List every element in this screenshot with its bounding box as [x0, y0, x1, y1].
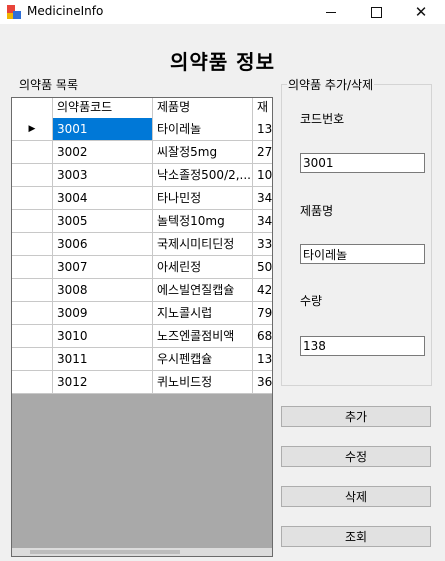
row-header[interactable]	[12, 256, 53, 278]
row-header[interactable]	[12, 302, 53, 324]
table-row[interactable]: 3009 지노콜시럽 79	[12, 302, 272, 325]
grid-header: 의약품코드 제품명 재	[12, 98, 272, 118]
cell-qty[interactable]: 138	[253, 118, 272, 140]
cell-code[interactable]: 3005	[53, 210, 153, 232]
column-header-code[interactable]: 의약품코드	[53, 98, 153, 118]
cell-qty[interactable]: 336	[253, 233, 272, 255]
cell-qty[interactable]: 68	[253, 325, 272, 347]
table-row[interactable]: 3005 놀텍정10mg 34	[12, 210, 272, 233]
minimize-button[interactable]	[308, 0, 354, 24]
row-header[interactable]	[12, 371, 53, 393]
cell-name[interactable]: 아세린정	[153, 256, 253, 278]
name-label: 제품명	[300, 204, 334, 218]
cell-name[interactable]: 지노콜시럽	[153, 302, 253, 324]
horizontal-scrollbar[interactable]	[12, 548, 272, 556]
row-header[interactable]	[12, 210, 53, 232]
cell-qty[interactable]: 103	[253, 164, 272, 186]
cell-qty[interactable]: 134	[253, 348, 272, 370]
cell-qty[interactable]: 79	[253, 302, 272, 324]
table-row[interactable]: 3006국제시미티딘정336	[12, 233, 272, 256]
cell-qty[interactable]: 42	[253, 279, 272, 301]
list-group-label: 의약품 목록	[18, 76, 80, 93]
edit-group-label: 의약품 추가/삭제	[287, 76, 375, 93]
page-title: 의약품 정보	[170, 50, 275, 74]
row-header[interactable]: ▶	[12, 118, 53, 140]
table-row[interactable]: 3011우시펜캡슐134	[12, 348, 272, 371]
cell-name[interactable]: 타이레놀	[153, 118, 253, 140]
cell-code[interactable]: 3012	[53, 371, 153, 393]
cell-qty[interactable]: 34	[253, 187, 272, 209]
cell-code[interactable]: 3009	[53, 302, 153, 324]
row-header[interactable]	[12, 141, 53, 163]
name-input[interactable]	[300, 244, 425, 264]
cell-name[interactable]: 씨잘정5mg	[153, 141, 253, 163]
view-button[interactable]: 조회	[281, 526, 431, 547]
qty-label: 수량	[300, 294, 323, 308]
app-icon	[7, 5, 21, 19]
code-label: 코드번호	[300, 112, 345, 126]
row-header[interactable]	[12, 279, 53, 301]
cell-qty[interactable]: 367	[253, 371, 272, 393]
cell-name[interactable]: 퀴노비드정	[153, 371, 253, 393]
cell-code[interactable]: 3006	[53, 233, 153, 255]
code-input[interactable]	[300, 153, 425, 173]
maximize-icon	[370, 6, 382, 18]
column-header-qty[interactable]: 재	[253, 98, 272, 118]
column-header-name[interactable]: 제품명	[153, 98, 253, 118]
cell-name[interactable]: 에스빌연질캡슐	[153, 279, 253, 301]
cell-name[interactable]: 국제시미티딘정	[153, 233, 253, 255]
delete-button[interactable]: 삭제	[281, 486, 431, 507]
cell-code[interactable]: 3001	[53, 118, 153, 140]
table-row[interactable]: 3008 에스빌연질캡슐 42	[12, 279, 272, 302]
row-header[interactable]	[12, 233, 53, 255]
cell-name[interactable]: 놀텍정10mg	[153, 210, 253, 232]
table-row[interactable]: 3007아세린정507	[12, 256, 272, 279]
cell-code[interactable]: 3008	[53, 279, 153, 301]
grid-header-corner	[12, 98, 53, 118]
cell-name[interactable]: 타나민정	[153, 187, 253, 209]
window-title: MedicineInfo	[27, 4, 104, 18]
medicine-grid[interactable]: 의약품코드 제품명 재 ▶3001타이레놀1383002씨잘정5mg270300…	[11, 97, 273, 557]
cell-name[interactable]: 낙소졸정500/2,...	[153, 164, 253, 186]
row-header[interactable]	[12, 187, 53, 209]
row-header[interactable]	[12, 164, 53, 186]
table-row[interactable]: ▶3001타이레놀138	[12, 118, 272, 141]
cell-qty[interactable]: 270	[253, 141, 272, 163]
table-row[interactable]: 3002씨잘정5mg270	[12, 141, 272, 164]
scrollbar-thumb[interactable]	[30, 550, 180, 554]
title-bar: MedicineInfo ✕	[0, 0, 445, 24]
minimize-icon	[326, 11, 336, 13]
edit-button[interactable]: 수정	[281, 446, 431, 467]
cell-code[interactable]: 3003	[53, 164, 153, 186]
cell-name[interactable]: 우시펜캡슐	[153, 348, 253, 370]
row-header[interactable]	[12, 348, 53, 370]
table-row[interactable]: 3010 노즈엔콜점비액 68	[12, 325, 272, 348]
table-row[interactable]: 3004 타나민정 34	[12, 187, 272, 210]
cell-name[interactable]: 노즈엔콜점비액	[153, 325, 253, 347]
cell-qty[interactable]: 507	[253, 256, 272, 278]
close-button[interactable]: ✕	[398, 0, 444, 24]
cell-qty[interactable]: 34	[253, 210, 272, 232]
row-header[interactable]	[12, 325, 53, 347]
close-icon: ✕	[414, 3, 428, 21]
qty-input[interactable]	[300, 336, 425, 356]
cell-code[interactable]: 3007	[53, 256, 153, 278]
cell-code[interactable]: 3010	[53, 325, 153, 347]
add-button[interactable]: 추가	[281, 406, 431, 427]
maximize-button[interactable]	[353, 0, 399, 24]
table-row[interactable]: 3012퀴노비드정367	[12, 371, 272, 394]
cell-code[interactable]: 3004	[53, 187, 153, 209]
cell-code[interactable]: 3011	[53, 348, 153, 370]
cell-code[interactable]: 3002	[53, 141, 153, 163]
